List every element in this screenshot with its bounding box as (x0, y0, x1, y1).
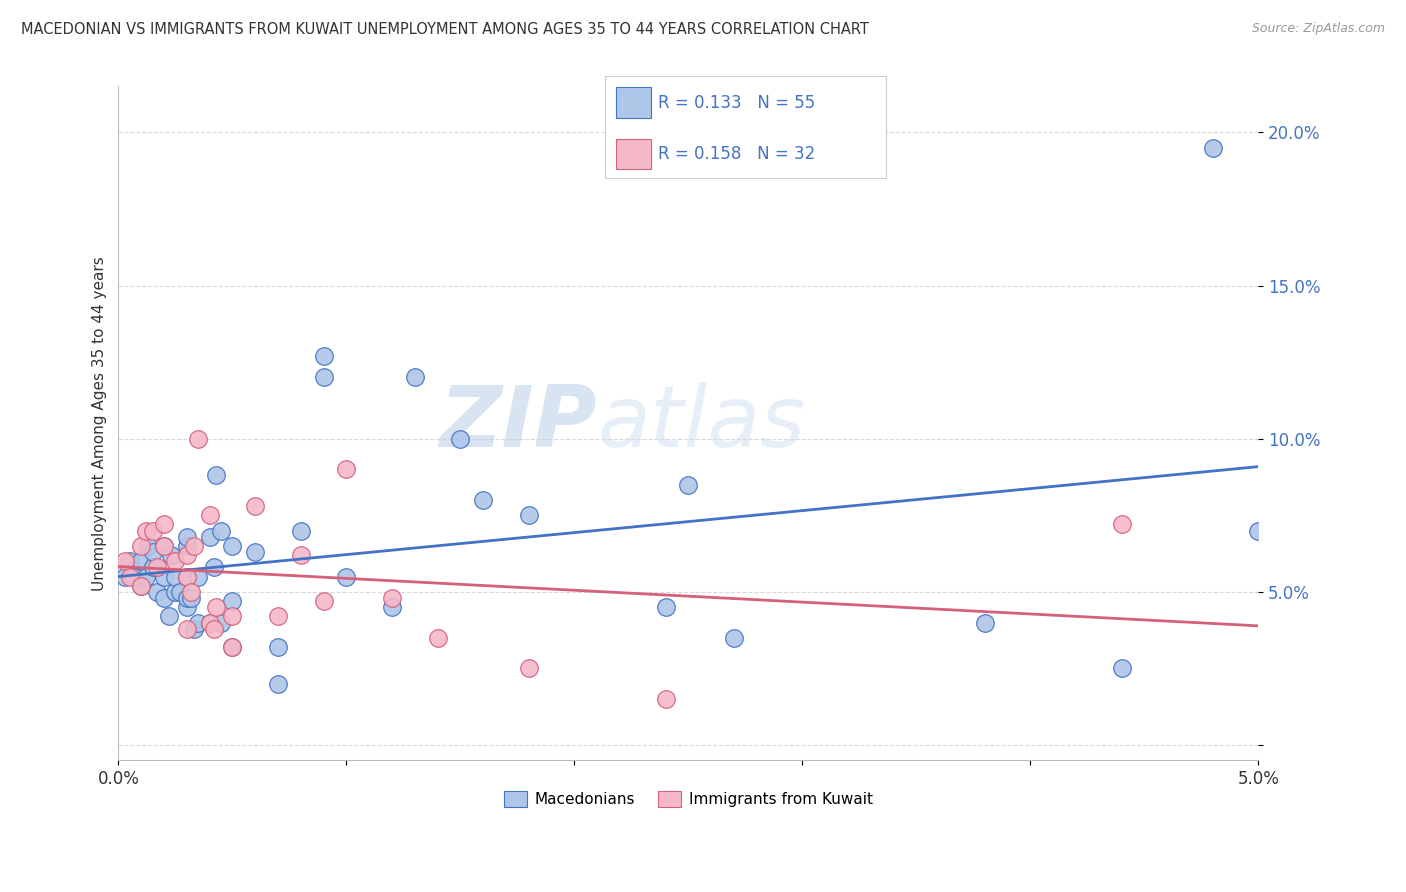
Point (312, 370, 335, 384)
Point (312, 349, 335, 363)
Point (153, 517, 176, 532)
Point (221, 640, 243, 654)
Point (136, 539, 159, 553)
Point (176, 548, 198, 562)
Point (129, 554, 152, 568)
Point (180, 591, 202, 605)
Text: Source: ZipAtlas.com: Source: ZipAtlas.com (1251, 22, 1385, 36)
Point (165, 554, 187, 568)
Text: R = 0.158   N = 32: R = 0.158 N = 32 (658, 145, 815, 163)
Point (267, 677, 290, 691)
Point (198, 508, 221, 523)
Text: MACEDONIAN VS IMMIGRANTS FROM KUWAIT UNEMPLOYMENT AMONG AGES 35 TO 44 YEARS CORR: MACEDONIAN VS IMMIGRANTS FROM KUWAIT UNE… (21, 22, 869, 37)
Point (312, 594, 335, 608)
Point (187, 432, 209, 446)
Point (142, 560, 165, 574)
Point (678, 477, 700, 491)
Point (142, 545, 165, 559)
Point (209, 524, 232, 538)
Y-axis label: Unemployment Among Ages 35 to 44 years: Unemployment Among Ages 35 to 44 years (93, 256, 107, 591)
Point (198, 530, 221, 544)
Point (973, 615, 995, 630)
Text: R = 0.133   N = 55: R = 0.133 N = 55 (658, 94, 815, 112)
Point (176, 600, 198, 615)
Point (198, 615, 221, 630)
Point (205, 600, 228, 615)
Point (221, 594, 243, 608)
Point (142, 524, 165, 538)
Point (245, 545, 267, 559)
Point (472, 492, 495, 507)
Text: atlas: atlas (598, 382, 806, 465)
Point (153, 569, 176, 583)
Point (183, 539, 205, 553)
Point (187, 615, 209, 630)
Point (335, 462, 357, 476)
Point (267, 640, 290, 654)
Point (114, 554, 136, 568)
Point (169, 585, 191, 599)
Point (165, 569, 187, 583)
Point (290, 548, 312, 562)
Point (176, 622, 198, 636)
Point (183, 622, 205, 636)
Point (381, 591, 404, 605)
Point (209, 615, 232, 630)
Point (221, 539, 243, 553)
Point (198, 615, 221, 630)
Point (176, 591, 198, 605)
Point (165, 585, 187, 599)
Point (124, 569, 146, 583)
Point (381, 600, 404, 615)
Point (517, 661, 540, 675)
Point (221, 640, 243, 654)
Point (118, 569, 141, 583)
Point (449, 432, 471, 446)
Point (176, 530, 198, 544)
Point (135, 524, 157, 538)
Point (245, 499, 267, 513)
Point (176, 539, 198, 553)
Point (176, 569, 198, 583)
Point (517, 508, 540, 523)
Point (335, 569, 357, 583)
Point (205, 468, 228, 483)
Legend: Macedonians, Immigrants from Kuwait: Macedonians, Immigrants from Kuwait (498, 785, 879, 814)
Point (114, 569, 136, 583)
Point (153, 591, 176, 605)
Point (1247, 524, 1270, 538)
Point (129, 579, 152, 593)
Point (1111, 661, 1133, 675)
Point (202, 622, 225, 636)
Point (202, 560, 225, 574)
Point (135, 569, 157, 583)
Point (1111, 517, 1133, 532)
Point (654, 692, 676, 706)
Point (146, 560, 169, 574)
Point (176, 569, 198, 583)
Point (221, 609, 243, 624)
Point (1202, 141, 1225, 155)
Point (146, 585, 169, 599)
Text: ZIP: ZIP (440, 382, 598, 465)
Point (187, 569, 209, 583)
Point (267, 609, 290, 624)
Point (118, 554, 141, 568)
Point (129, 579, 152, 593)
Point (129, 539, 152, 553)
Point (153, 539, 176, 553)
Point (426, 631, 449, 645)
Point (654, 600, 676, 615)
Point (157, 609, 180, 624)
Point (153, 539, 176, 553)
Point (290, 524, 312, 538)
Point (723, 631, 745, 645)
Point (160, 548, 183, 562)
Point (404, 370, 426, 384)
Point (180, 585, 202, 599)
